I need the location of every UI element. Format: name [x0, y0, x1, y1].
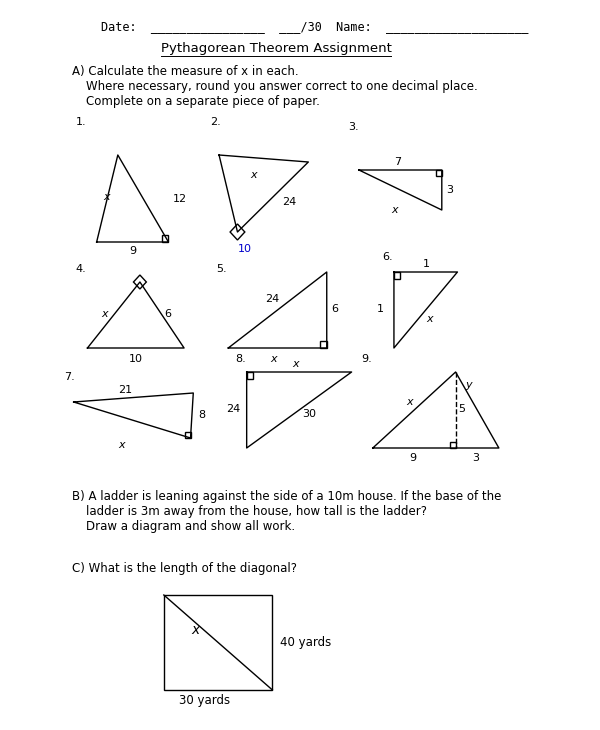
Text: 5: 5 [458, 404, 466, 414]
Text: x: x [271, 354, 277, 364]
Text: C) What is the length of the diagonal?: C) What is the length of the diagonal? [72, 562, 297, 575]
Text: 3: 3 [472, 453, 479, 463]
Text: 10: 10 [129, 354, 143, 364]
Text: x: x [250, 170, 257, 180]
Text: 9: 9 [129, 246, 136, 256]
Text: 2.: 2. [210, 117, 221, 127]
Text: 7.: 7. [64, 372, 75, 382]
Text: 9.: 9. [362, 354, 373, 364]
Text: 24: 24 [265, 294, 280, 304]
Text: 24: 24 [226, 404, 241, 414]
Bar [164, 595, 272, 690]
Text: B) A ladder is leaning against the side of a 10m house. If the base of the: B) A ladder is leaning against the side … [72, 490, 501, 503]
Text: 21: 21 [118, 385, 132, 395]
Text: Where necessary, round you answer correct to one decimal place.: Where necessary, round you answer correc… [86, 80, 478, 93]
Text: x: x [118, 440, 124, 450]
Text: x: x [101, 309, 108, 319]
Text: 1: 1 [376, 304, 383, 314]
Text: Date:  ________________  ___/30  Name:  ____________________: Date: ________________ ___/30 Name: ____… [101, 20, 529, 33]
Text: 6: 6 [331, 304, 338, 314]
Text: 40 yards: 40 yards [280, 636, 331, 649]
Text: y: y [466, 380, 472, 390]
Text: 3.: 3. [348, 122, 359, 132]
Text: 24: 24 [283, 197, 297, 207]
Text: x: x [103, 192, 110, 202]
Text: 8: 8 [198, 410, 205, 420]
Text: A) Calculate the measure of x in each.: A) Calculate the measure of x in each. [72, 65, 298, 78]
Text: x: x [426, 314, 433, 324]
Text: 12: 12 [173, 194, 187, 204]
Text: 3: 3 [446, 185, 454, 195]
Text: 1: 1 [422, 259, 430, 269]
Text: ladder is 3m away from the house, how tall is the ladder?: ladder is 3m away from the house, how ta… [86, 505, 427, 518]
Text: 30 yards: 30 yards [179, 694, 230, 707]
Text: Pythagorean Theorem Assignment: Pythagorean Theorem Assignment [161, 42, 392, 55]
Text: x: x [191, 623, 200, 637]
Text: 4.: 4. [76, 264, 86, 274]
Text: 6: 6 [164, 309, 171, 319]
Text: 9: 9 [410, 453, 417, 463]
Text: 5.: 5. [216, 264, 227, 274]
Text: 8.: 8. [236, 354, 247, 364]
Text: Complete on a separate piece of paper.: Complete on a separate piece of paper. [86, 95, 319, 108]
Text: 6.: 6. [382, 252, 392, 262]
Text: 7: 7 [394, 157, 401, 167]
Text: x: x [391, 205, 398, 215]
Text: 30: 30 [302, 409, 316, 419]
Text: Draw a diagram and show all work.: Draw a diagram and show all work. [86, 520, 295, 533]
Text: 10: 10 [238, 244, 251, 254]
Text: x: x [293, 359, 299, 369]
Text: x: x [406, 397, 413, 407]
Text: 1.: 1. [76, 117, 86, 127]
